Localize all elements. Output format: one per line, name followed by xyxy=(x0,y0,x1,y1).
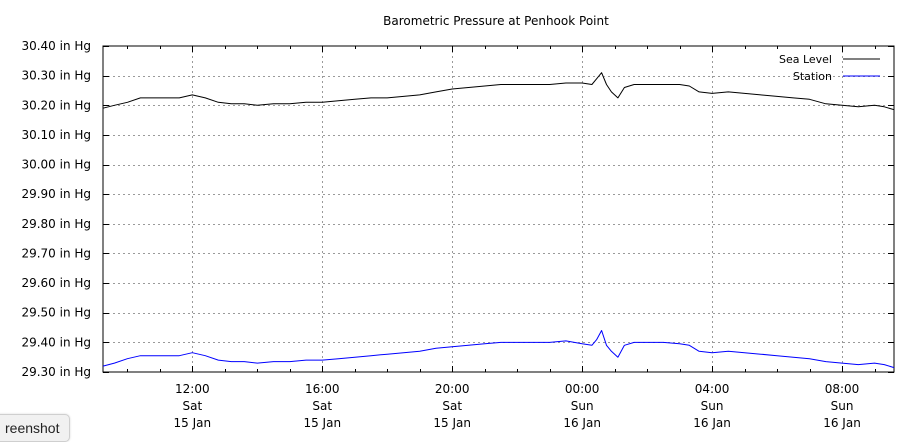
legend-label-sea-level: Sea Level xyxy=(779,53,832,66)
series-layer xyxy=(102,72,895,369)
x-tick-date: 15 Jan xyxy=(174,416,212,430)
y-tick-label: 30.00 in Hg xyxy=(21,158,91,172)
x-tick-day: Sun xyxy=(571,399,594,413)
y-tick-label: 29.30 in Hg xyxy=(21,365,91,379)
y-tick-label: 29.60 in Hg xyxy=(21,276,91,290)
legend-label-station: Station xyxy=(793,70,832,83)
x-tick-day: Sat xyxy=(182,399,202,413)
y-tick-label: 30.20 in Hg xyxy=(21,98,91,112)
y-tick-label: 30.30 in Hg xyxy=(21,69,91,83)
x-tick-day: Sun xyxy=(831,399,854,413)
x-axis-labels: 12:00 Sat 15 Jan 16:00 Sat 15 Jan 20:00 Sat 15 J… xyxy=(174,382,861,430)
series-line-sea-level xyxy=(102,72,895,111)
x-tick-day: Sun xyxy=(701,399,724,413)
x-tick-time: 20:00 xyxy=(435,382,470,396)
y-tick-label: 30.40 in Hg xyxy=(21,39,91,53)
tick-layer xyxy=(103,46,894,373)
y-tick-label: 29.90 in Hg xyxy=(21,187,91,201)
y-tick-label: 29.80 in Hg xyxy=(21,217,91,231)
x-tick-date: 16 Jan xyxy=(693,416,731,430)
x-tick-time: 00:00 xyxy=(565,382,600,396)
x-tick-date: 16 Jan xyxy=(563,416,601,430)
x-tick-date: 15 Jan xyxy=(303,416,341,430)
y-tick-label: 29.50 in Hg xyxy=(21,306,91,320)
x-tick-time: 16:00 xyxy=(305,382,340,396)
grid-layer xyxy=(103,46,894,372)
legend: Sea Level Station xyxy=(779,53,880,83)
x-tick-time: 08:00 xyxy=(825,382,860,396)
chart-title: Barometric Pressure at Penhook Point xyxy=(383,14,609,28)
y-tick-label: 29.40 in Hg xyxy=(21,335,91,349)
x-tick-date: 16 Jan xyxy=(823,416,861,430)
x-tick-date: 15 Jan xyxy=(433,416,471,430)
y-axis-labels: 30.40 in Hg 30.30 in Hg 30.20 in Hg 30.10 i… xyxy=(21,39,91,379)
x-tick-time: 12:00 xyxy=(175,382,210,396)
x-tick-day: Sat xyxy=(442,399,462,413)
y-tick-label: 30.10 in Hg xyxy=(21,128,91,142)
plot-frame xyxy=(102,45,895,373)
x-tick-time: 04:00 xyxy=(695,382,730,396)
y-tick-label: 29.70 in Hg xyxy=(21,246,91,260)
screenshot-button[interactable]: reenshot xyxy=(0,414,71,442)
x-tick-day: Sat xyxy=(312,399,332,413)
series-line-station xyxy=(102,330,895,369)
